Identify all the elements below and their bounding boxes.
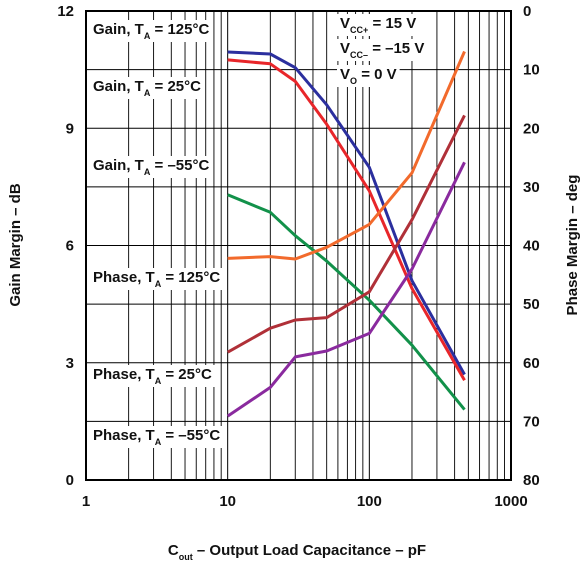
y-right-tick-label: 70: [523, 413, 540, 430]
x-axis-title: Cout – Output Load Capacitance – pF: [168, 542, 426, 562]
series-line-5: [228, 162, 465, 416]
y-right-tick-label: 50: [523, 296, 540, 313]
y-left-tick-label: 3: [66, 355, 74, 372]
series-line-0: [228, 52, 465, 375]
series-lines: [228, 52, 465, 417]
y-axis-right-title: Phase Margin – deg: [564, 175, 581, 316]
y-right-tick-label: 60: [523, 355, 540, 372]
annotations: Gain, TA = 125°C Gain, TA = 25°C Gain, T…: [90, 14, 427, 448]
y-left-tick-label: 12: [57, 3, 74, 20]
x-tick-label: 1000: [494, 493, 527, 510]
x-tick-label: 100: [357, 493, 382, 510]
y-right-tick-label: 30: [523, 179, 540, 196]
y-axis-left-title: Gain Margin – dB: [7, 183, 24, 307]
y-right-tick-label: 80: [523, 472, 540, 489]
y-left-tick-label: 9: [66, 120, 74, 137]
y-right-tick-label: 40: [523, 238, 540, 255]
y-left-tick-label: 6: [66, 238, 74, 255]
y-left-tick-label: 0: [66, 472, 74, 489]
y-right-tick-label: 0: [523, 3, 531, 20]
x-tick-label: 10: [219, 493, 236, 510]
y-right-tick-label: 10: [523, 62, 540, 79]
y-right-tick-label: 20: [523, 120, 540, 137]
x-tick-label: 1: [82, 493, 90, 510]
series-line-2: [228, 195, 465, 410]
